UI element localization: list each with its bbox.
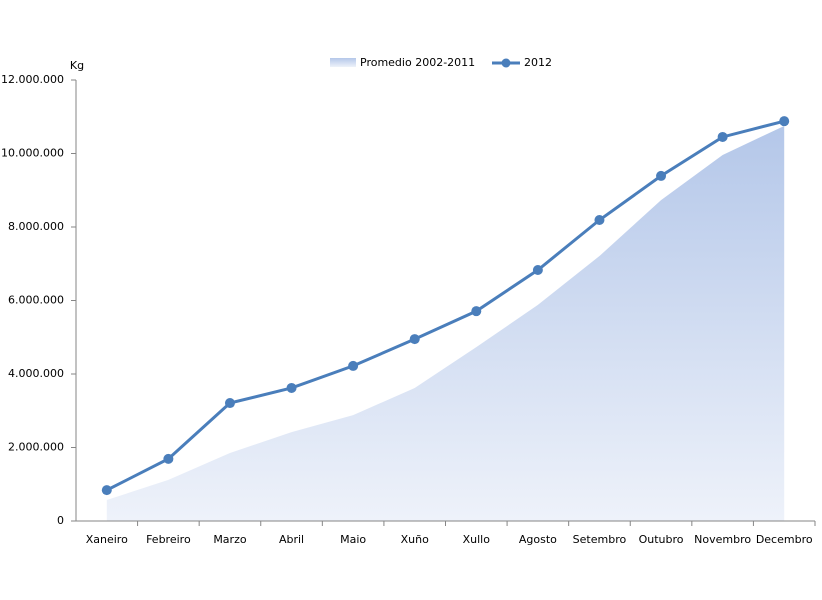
x-tick-label: Xullo (463, 533, 491, 546)
point (348, 360, 359, 371)
point (409, 334, 420, 345)
x-tick-label: Febreiro (146, 533, 191, 546)
x-tick-label: Maio (340, 533, 366, 546)
area (106, 125, 785, 521)
x-tick-label: Agosto (519, 533, 557, 546)
x-tick-label: Marzo (213, 533, 247, 546)
x-tick-label: Xuño (401, 533, 429, 546)
legend-label: 2012 (524, 56, 552, 69)
legend-swatch (330, 58, 356, 67)
point (717, 131, 728, 142)
x-tick-label: Novembro (694, 533, 751, 546)
point (471, 306, 482, 317)
y-tick-label: 0 (57, 514, 64, 527)
y-tick-label: 10.000.000 (1, 147, 64, 160)
point (286, 382, 297, 393)
point (594, 215, 605, 226)
y-tick-label: 6.000.000 (8, 294, 64, 307)
y-tick-label: 8.000.000 (8, 220, 64, 233)
y-axis-title: Kg (70, 59, 84, 72)
legend-marker (501, 58, 511, 68)
point (101, 485, 112, 496)
x-tick-label: Decembro (756, 533, 813, 546)
x-tick-label: Setembro (573, 533, 627, 546)
point (779, 116, 790, 127)
point (224, 398, 235, 409)
y-tick-label: 12.000.000 (1, 73, 64, 86)
x-tick-label: Abril (279, 533, 304, 546)
y-tick-label: 4.000.000 (8, 367, 64, 380)
point (163, 453, 174, 464)
point (656, 170, 667, 181)
line (106, 119, 785, 492)
point (532, 264, 543, 275)
legend-label: Promedio 2002-2011 (360, 56, 475, 69)
x-tick-label: Xaneiro (86, 533, 128, 546)
x-tick-label: Outubro (639, 533, 684, 546)
y-tick-label: 2.000.000 (8, 441, 64, 454)
